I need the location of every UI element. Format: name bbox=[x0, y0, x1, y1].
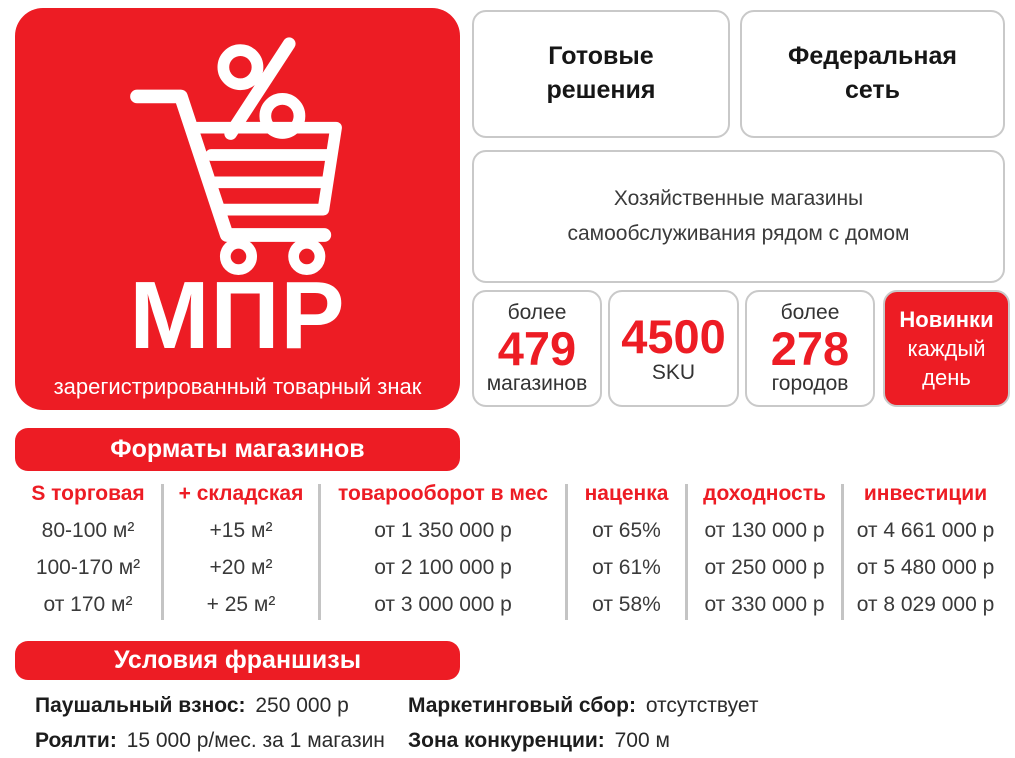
brand-name: МПР bbox=[129, 262, 346, 369]
highlight-card-novelties: Новинки каждый день bbox=[883, 290, 1010, 407]
franchise-label: Зона конкуренции: bbox=[408, 729, 605, 752]
table-cell: 100-170 м² bbox=[35, 556, 141, 579]
stat-suffix: магазинов bbox=[486, 372, 588, 396]
table-column-investments: инвестиции от 4 661 000 р от 5 480 000 р… bbox=[844, 481, 1007, 623]
franchise-item-lump-sum: Паушальный взнос: 250 000 р bbox=[35, 694, 408, 718]
table-cell: от 2 100 000 р bbox=[374, 556, 512, 579]
description-card: Хозяйственные магазины самообслуживания … bbox=[472, 150, 1005, 283]
table-column-markup: наценка от 65% от 61% от 58% bbox=[568, 481, 685, 623]
table-cell: от 3 000 000 р bbox=[374, 593, 512, 616]
franchise-value: 250 000 р bbox=[255, 694, 349, 717]
badge-line: сеть bbox=[844, 76, 901, 104]
description-line: Хозяйственные магазины bbox=[613, 186, 864, 210]
table-cell: 80-100 м² bbox=[41, 519, 135, 542]
franchise-label: Маркетинговый сбор: bbox=[408, 694, 636, 717]
column-divider bbox=[685, 484, 688, 620]
stat-prefix: более bbox=[780, 301, 840, 325]
table-column-turnover: товарооборот в мес от 1 350 000 р от 2 1… bbox=[321, 481, 565, 623]
brand-card: МПР зарегистрированный товарный знак bbox=[15, 8, 460, 410]
section-title-text: Условия франшизы bbox=[113, 646, 362, 674]
stat-value: 278 bbox=[770, 321, 850, 375]
franchise-item-competition-zone: Зона конкуренции: 700 м bbox=[408, 729, 995, 753]
section-title-text: Форматы магазинов bbox=[110, 435, 365, 463]
column-header: + складская bbox=[178, 482, 304, 505]
badge-ready-solutions: Готовые решения bbox=[472, 10, 730, 138]
badge-line: решения bbox=[546, 76, 656, 104]
section-title-franchise: Условия франшизы bbox=[15, 641, 460, 680]
table-cell: от 58% bbox=[592, 593, 661, 616]
franchise-value: 700 м bbox=[614, 729, 670, 752]
highlight-line: день bbox=[922, 365, 971, 391]
franchise-terms: Паушальный взнос: 250 000 р Маркетинговы… bbox=[35, 694, 995, 753]
table-column-trade-area: S торговая 80-100 м² 100-170 м² от 170 м… bbox=[15, 481, 161, 623]
table-cell: от 250 000 р bbox=[704, 556, 825, 579]
column-divider bbox=[161, 484, 164, 620]
table-cell: от 1 350 000 р bbox=[374, 519, 512, 542]
table-cell: + 25 м² bbox=[206, 593, 276, 616]
table-cell: +20 м² bbox=[209, 556, 273, 579]
franchise-label: Роялти: bbox=[35, 729, 117, 752]
column-header: товарооборот в мес bbox=[337, 482, 549, 505]
badge-line: Федеральная bbox=[787, 42, 958, 71]
stat-stores: более 479 магазинов bbox=[472, 290, 602, 407]
section-title-formats: Форматы магазинов bbox=[15, 428, 460, 471]
cart-percent-icon bbox=[130, 37, 342, 276]
franchise-label: Паушальный взнос: bbox=[35, 694, 246, 717]
stat-suffix: SKU bbox=[651, 360, 696, 384]
badge-federal-network: Федеральная сеть bbox=[740, 10, 1005, 138]
stat-value: 479 bbox=[497, 321, 577, 375]
table-cell: от 61% bbox=[592, 556, 661, 579]
stat-suffix: городов bbox=[771, 372, 849, 396]
highlight-line: каждый bbox=[907, 335, 986, 361]
table-cell: +15 м² bbox=[209, 519, 273, 542]
column-header: доходность bbox=[703, 482, 826, 505]
description-line: самообслуживания рядом с домом bbox=[567, 221, 910, 245]
table-cell: от 170 м² bbox=[43, 593, 133, 616]
badge-line: Готовые bbox=[548, 42, 654, 71]
table-cell: от 65% bbox=[592, 519, 661, 542]
column-divider bbox=[318, 484, 321, 620]
table-cell: от 4 661 000 р bbox=[856, 519, 995, 542]
franchise-item-marketing-fee: Маркетинговый сбор: отсутствует bbox=[408, 694, 995, 718]
table-cell: от 8 029 000 р bbox=[856, 593, 995, 616]
table-column-profitability: доходность от 130 000 р от 250 000 р от … bbox=[688, 481, 841, 623]
table-cell: от 330 000 р bbox=[704, 593, 825, 616]
stat-value: 4500 bbox=[621, 309, 726, 363]
formats-table: S торговая 80-100 м² 100-170 м² от 170 м… bbox=[15, 481, 1007, 623]
column-divider bbox=[841, 484, 844, 620]
column-divider bbox=[565, 484, 568, 620]
franchise-value: отсутствует bbox=[645, 694, 759, 717]
stat-sku: 4500 SKU bbox=[608, 290, 739, 407]
stat-prefix: более bbox=[507, 301, 567, 325]
table-cell: от 5 480 000 р bbox=[856, 556, 995, 579]
stat-cities: более 278 городов bbox=[745, 290, 875, 407]
column-header: S торговая bbox=[31, 482, 145, 505]
table-column-storage-area: + складская +15 м² +20 м² + 25 м² bbox=[164, 481, 318, 623]
column-header: наценка bbox=[584, 482, 669, 505]
column-header: инвестиции bbox=[863, 482, 988, 505]
franchise-item-royalty: Роялти: 15 000 р/мес. за 1 магазин bbox=[35, 729, 408, 753]
brand-subtitle: зарегистрированный товарный знак bbox=[53, 374, 422, 399]
franchise-value: 15 000 р/мес. за 1 магазин bbox=[126, 729, 385, 752]
highlight-line: Новинки bbox=[899, 306, 994, 332]
table-cell: от 130 000 р bbox=[704, 519, 825, 542]
